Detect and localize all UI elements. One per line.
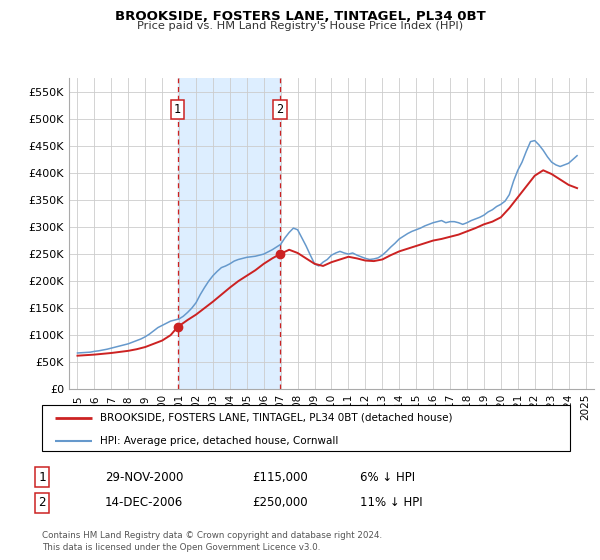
Text: 1: 1 [38, 470, 46, 484]
Text: £115,000: £115,000 [252, 470, 308, 484]
Text: BROOKSIDE, FOSTERS LANE, TINTAGEL, PL34 0BT (detached house): BROOKSIDE, FOSTERS LANE, TINTAGEL, PL34 … [100, 413, 452, 423]
Text: HPI: Average price, detached house, Cornwall: HPI: Average price, detached house, Corn… [100, 436, 338, 446]
Text: 29-NOV-2000: 29-NOV-2000 [105, 470, 184, 484]
FancyBboxPatch shape [42, 405, 570, 451]
Text: BROOKSIDE, FOSTERS LANE, TINTAGEL, PL34 0BT: BROOKSIDE, FOSTERS LANE, TINTAGEL, PL34 … [115, 10, 485, 22]
Text: Price paid vs. HM Land Registry's House Price Index (HPI): Price paid vs. HM Land Registry's House … [137, 21, 463, 31]
Text: 1: 1 [174, 103, 181, 116]
Text: 6% ↓ HPI: 6% ↓ HPI [360, 470, 415, 484]
Text: 2: 2 [277, 103, 284, 116]
Text: 14-DEC-2006: 14-DEC-2006 [105, 496, 183, 510]
Text: £250,000: £250,000 [252, 496, 308, 510]
Bar [178, 78, 280, 389]
Text: 2: 2 [38, 496, 46, 510]
Text: Contains HM Land Registry data © Crown copyright and database right 2024.
This d: Contains HM Land Registry data © Crown c… [42, 531, 382, 552]
Text: 11% ↓ HPI: 11% ↓ HPI [360, 496, 422, 510]
